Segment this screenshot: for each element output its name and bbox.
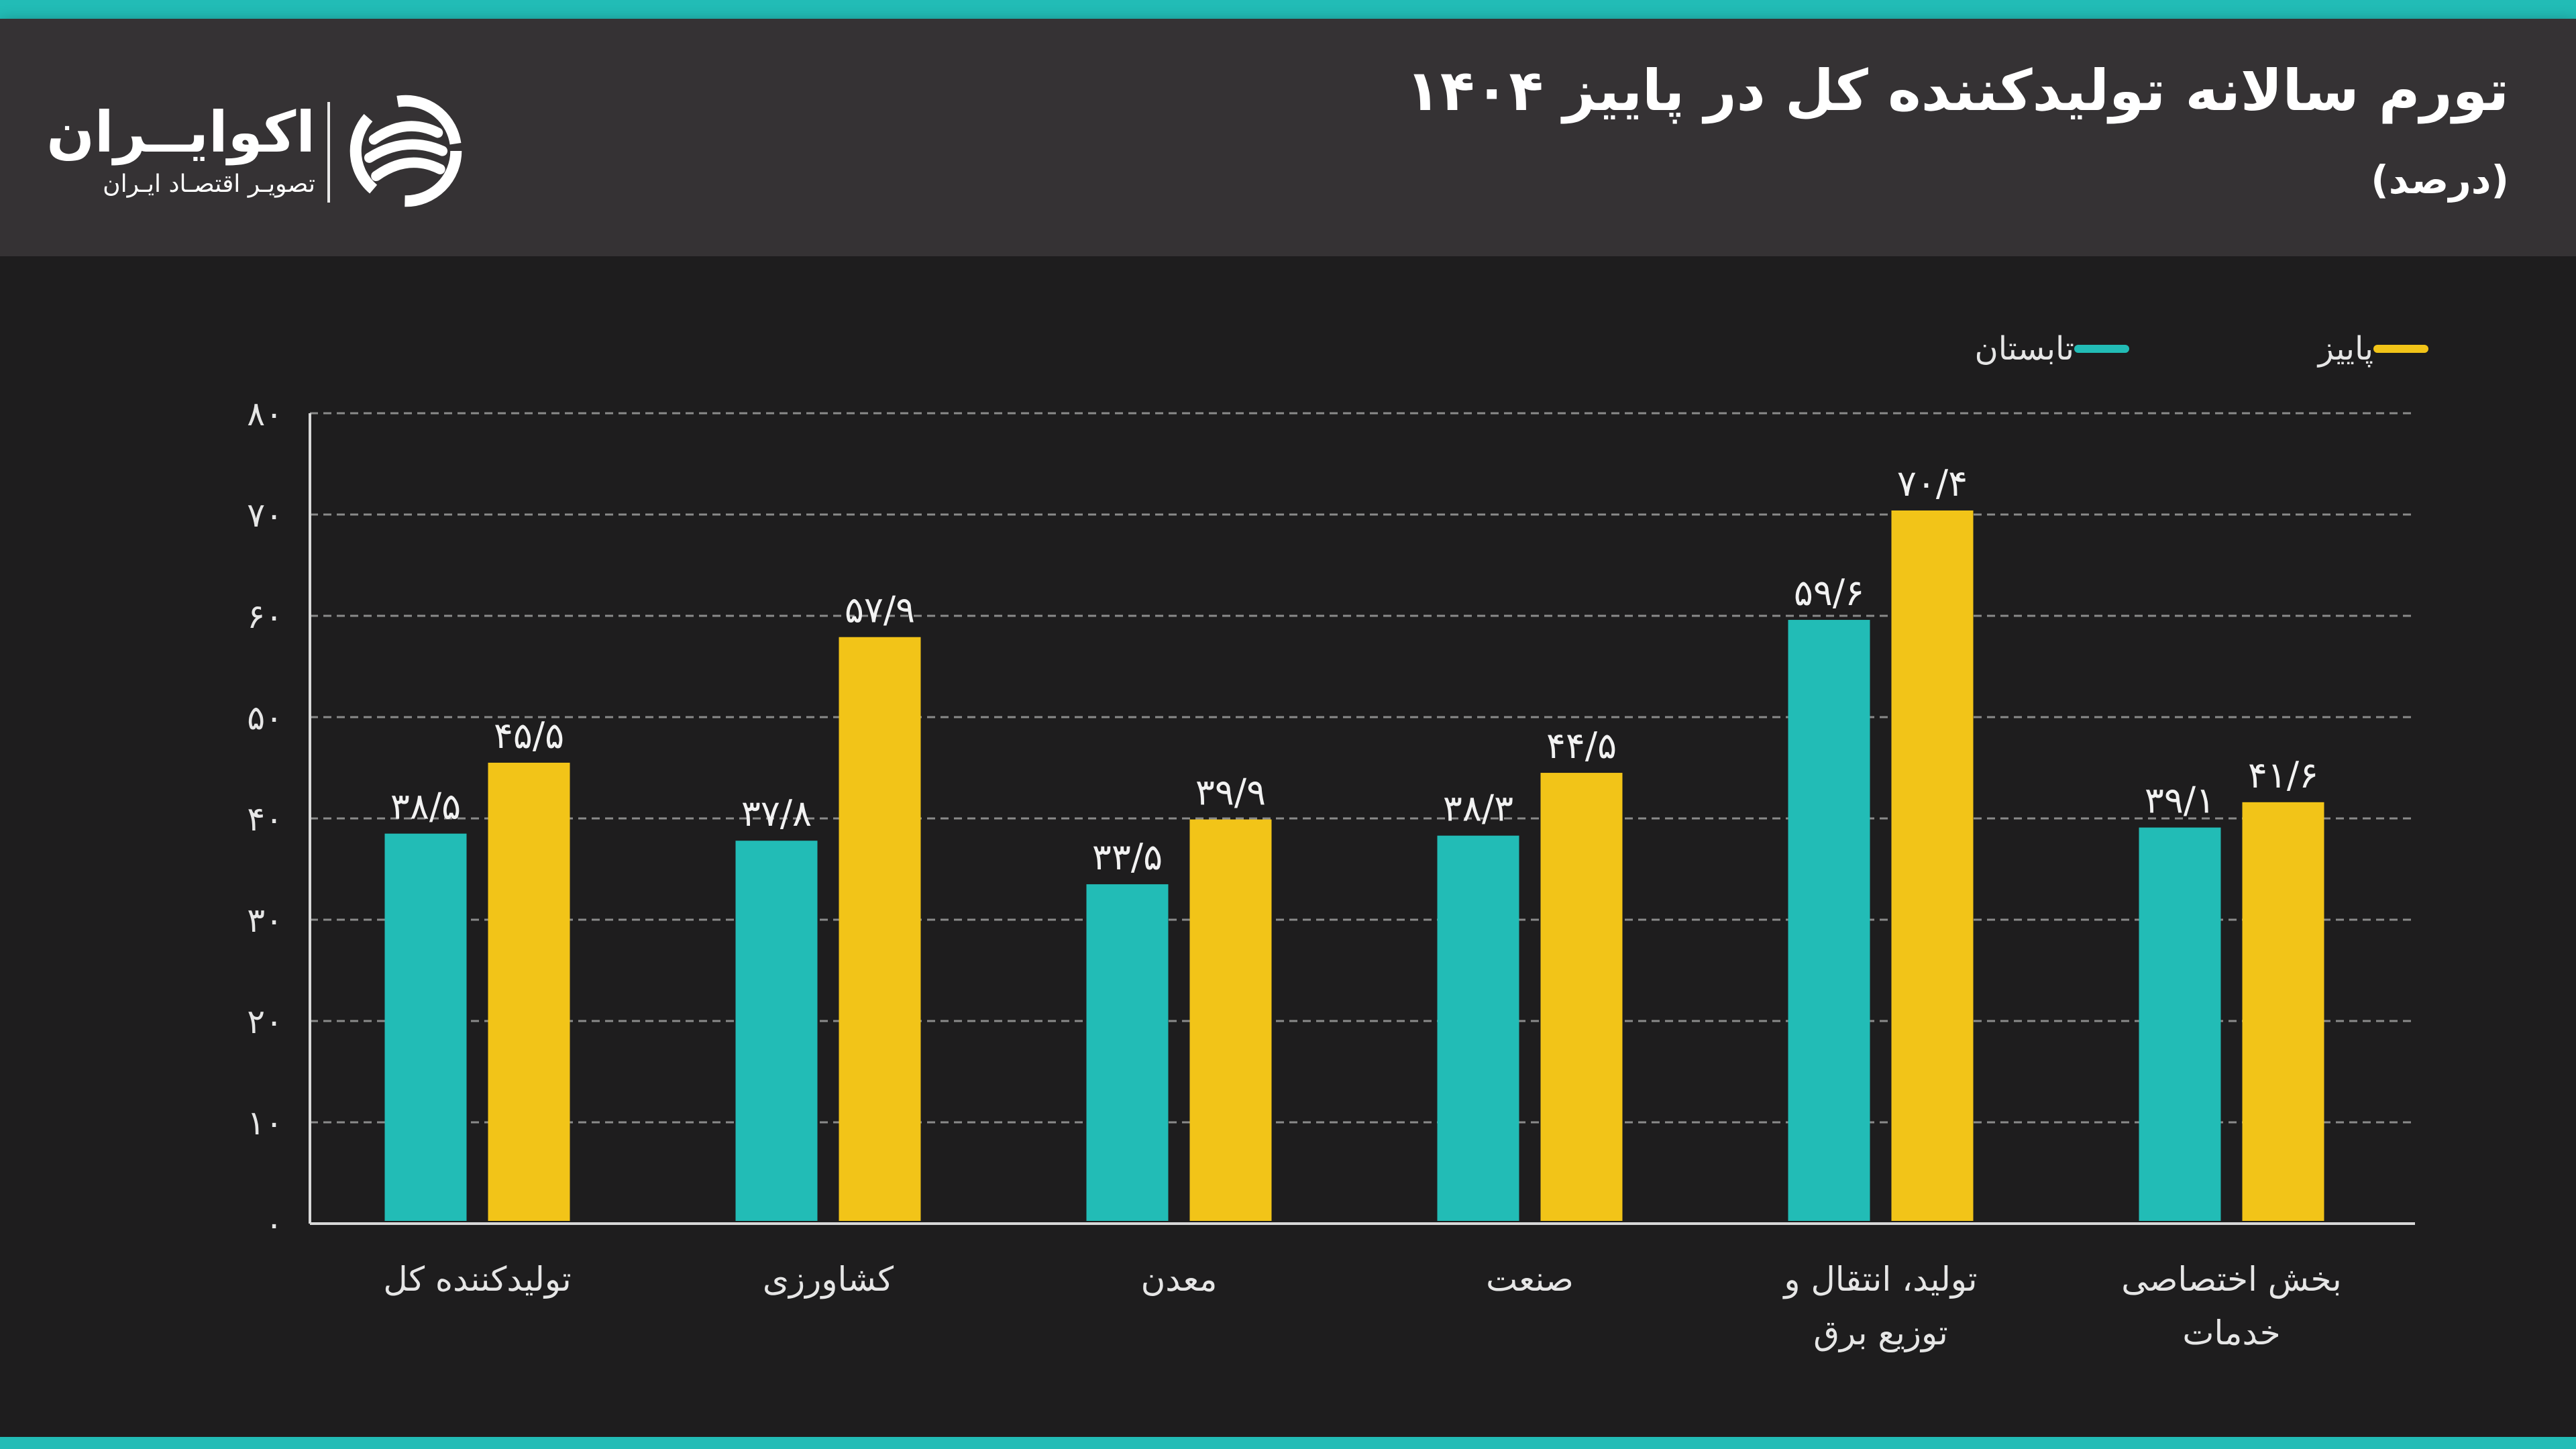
data-label: ۳۸/۵: [390, 786, 461, 828]
page-subtitle: (درصد): [2371, 157, 2509, 203]
data-label: ۷۰/۴: [1897, 462, 1968, 504]
bar: [1086, 884, 1169, 1221]
top-accent-line: [0, 0, 2576, 19]
bar: [839, 637, 921, 1221]
y-tick-label: ۳۰: [247, 901, 283, 940]
data-label: ۳۷/۸: [741, 792, 812, 835]
brand-name: اکوایــران: [46, 99, 315, 165]
data-label: ۵۹/۶: [1794, 572, 1864, 614]
x-tick-label: کشاورزی: [763, 1260, 894, 1299]
legend-item-autumn: پاییز: [2305, 330, 2428, 368]
x-tick-label: خدمات: [2182, 1313, 2280, 1352]
bottom-accent-line: [0, 1437, 2576, 1449]
logo-divider: [327, 102, 330, 203]
y-tick-label: ۰: [265, 1205, 283, 1244]
bar: [1891, 510, 1974, 1221]
brand-logo: اکوایــران تصویـر اقتصـاد ایـران: [46, 80, 463, 215]
x-tick-label: معدن: [1141, 1260, 1218, 1299]
legend-label-autumn: پاییز: [2318, 330, 2373, 368]
header-bar: اکوایــران تصویـر اقتصـاد ایـران تورم سا…: [0, 19, 2576, 256]
x-tick-label: تولیدکننده کل: [383, 1260, 571, 1299]
brand-tagline: تصویـر اقتصـاد ایـران: [103, 170, 315, 198]
y-tick-label: ۶۰: [247, 597, 283, 636]
data-label: ۵۷/۹: [845, 589, 915, 631]
bar: [1540, 773, 1623, 1221]
brand-mark-icon: [350, 95, 462, 207]
y-tick-label: ۲۰: [247, 1002, 283, 1041]
page-title: تورم سالانه تولیدکننده کل در پاییز ۱۴۰۴: [1405, 58, 2509, 123]
x-tick-label: بخش اختصاصی: [2121, 1260, 2341, 1299]
data-label: ۳۳/۵: [1092, 836, 1163, 878]
bar: [384, 833, 467, 1221]
data-label: ۳۹/۹: [1195, 771, 1266, 814]
data-label: ۴۱/۶: [2248, 754, 2318, 796]
legend-item-summer: تابستان: [1961, 330, 2129, 368]
bar-chart: ۰ ۱۰ ۲۰ ۳۰ ۴۰ ۵۰ ۶۰ ۷۰ ۸۰ ۳۸/۵ ۴۵/۵ تولیدکننده کل ۳۷…: [247, 394, 2415, 1353]
data-label: ۴۴/۵: [1546, 724, 1617, 767]
legend-swatch-autumn: [2373, 345, 2428, 353]
y-tick-label: ۷۰: [247, 496, 283, 535]
legend-swatch-summer: [2074, 345, 2129, 353]
bar: [2242, 802, 2324, 1221]
y-tick-label: ۴۰: [247, 800, 283, 839]
data-label: ۳۹/۱: [2145, 780, 2215, 822]
data-label: ۴۵/۵: [494, 714, 564, 757]
bar: [488, 762, 570, 1221]
x-tick-label: توزیع برق: [1813, 1313, 1948, 1353]
y-tick-label: ۵۰: [247, 698, 283, 737]
data-label: ۳۸/۳: [1443, 788, 1513, 830]
legend-label-summer: تابستان: [1974, 330, 2074, 368]
x-tick-label: صنعت: [1486, 1260, 1574, 1299]
bar: [1788, 620, 1870, 1221]
bar: [1189, 819, 1272, 1221]
bar: [735, 841, 818, 1221]
x-tick-label: تولید، انتقال و: [1782, 1260, 1977, 1299]
y-tick-label: ۸۰: [247, 394, 283, 433]
bar: [2139, 827, 2221, 1221]
bar: [1437, 835, 1519, 1221]
y-tick-label: ۱۰: [247, 1104, 283, 1142]
chart-legend: پاییز تابستان: [1919, 330, 2428, 370]
chart-area: ۰ ۱۰ ۲۰ ۳۰ ۴۰ ۵۰ ۶۰ ۷۰ ۸۰ ۳۸/۵ ۴۵/۵ تولیدکننده کل ۳۷…: [0, 256, 2576, 1437]
